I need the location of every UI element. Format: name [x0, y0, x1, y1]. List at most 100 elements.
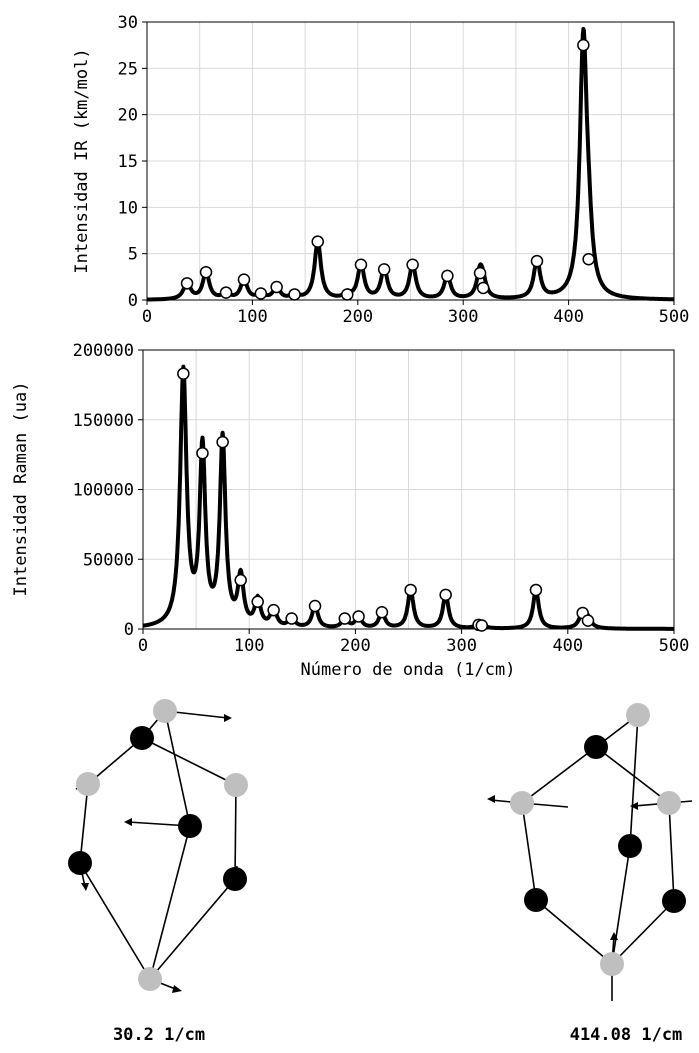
- atom-gray: [224, 773, 248, 797]
- y-tick-label: 150000: [73, 411, 134, 431]
- y-tick-label: 30: [118, 13, 138, 33]
- x-tick-label: 0: [138, 636, 148, 656]
- data-point: [375, 606, 389, 619]
- ir-spectrum-chart: 0 100 200 300 400 500 0 5 10 15 20 25 30 Intensidad …: [72, 13, 689, 327]
- y-tick-label: 50000: [83, 550, 134, 570]
- x-tick-label: 400: [553, 307, 584, 327]
- data-point: [196, 446, 209, 460]
- data-point: [285, 612, 298, 625]
- data-point: [270, 280, 283, 294]
- atom-black: [662, 889, 686, 913]
- data-point: [352, 610, 365, 623]
- data-point: [530, 254, 544, 268]
- ir-y-axis-label: Intensidad IR (km/mol): [72, 48, 92, 273]
- bond: [629, 714, 639, 847]
- arrowhead: [124, 818, 132, 826]
- y-tick-label: 100000: [73, 481, 134, 501]
- bond: [535, 899, 613, 965]
- bond: [149, 825, 191, 980]
- atom-gray: [153, 699, 177, 723]
- y-tick-label: 10: [118, 198, 138, 218]
- arrowhead: [224, 714, 232, 722]
- bond: [149, 878, 236, 980]
- data-point: [404, 583, 417, 597]
- data-point: [577, 38, 590, 52]
- data-point: [582, 252, 595, 266]
- bond: [79, 783, 89, 864]
- x-tick-label: 100: [234, 636, 265, 656]
- data-point: [581, 614, 595, 627]
- bond: [595, 746, 670, 804]
- data-point: [267, 603, 280, 617]
- mode-structure-right: 414.08 1/cm: [487, 703, 693, 1045]
- x-tick-label: 0: [142, 307, 152, 327]
- data-point: [199, 265, 213, 279]
- data-point: [406, 258, 419, 272]
- y-tick-label: 0: [124, 620, 134, 640]
- arrowhead: [487, 795, 495, 803]
- x-tick-label: 500: [659, 307, 690, 327]
- x-tick-label: 500: [659, 636, 690, 656]
- arrowhead: [81, 883, 89, 891]
- x-tick-label: 400: [552, 636, 583, 656]
- data-point: [216, 435, 229, 449]
- data-point: [476, 281, 490, 295]
- mode-frequency-right: 414.08 1/cm: [570, 1025, 683, 1045]
- y-tick-label: 200000: [73, 341, 134, 361]
- x-tick-label: 200: [340, 636, 371, 656]
- atom-gray: [657, 791, 681, 815]
- data-point: [219, 286, 233, 299]
- data-point: [338, 612, 352, 625]
- atom-gray: [76, 772, 100, 796]
- y-tick-label: 25: [118, 59, 138, 79]
- data-point: [254, 287, 268, 300]
- ir-spectrum-line: [145, 26, 676, 302]
- data-point: [251, 595, 264, 609]
- data-point: [529, 583, 543, 597]
- atom-black: [618, 834, 642, 858]
- y-tick-label: 20: [118, 106, 138, 126]
- bond: [521, 746, 597, 804]
- data-point: [473, 266, 487, 280]
- raman-spectrum-chart: 0 100 200 300 400 500 0 50000 100000 150000 200000…: [11, 341, 689, 680]
- atom-black: [223, 867, 247, 891]
- atom-black: [524, 888, 548, 912]
- arrowhead: [610, 932, 618, 940]
- data-point: [311, 235, 324, 248]
- data-point: [177, 367, 190, 380]
- data-point: [354, 258, 368, 272]
- atom-black: [178, 814, 202, 838]
- x-tick-label: 200: [342, 307, 373, 327]
- data-point: [341, 288, 354, 301]
- bond: [611, 845, 631, 965]
- bond: [521, 802, 537, 901]
- y-tick-label: 5: [128, 245, 138, 265]
- y-tick-label: 0: [128, 291, 138, 311]
- bond: [611, 900, 675, 965]
- mode-structure-left: 30.2 1/cm: [68, 699, 248, 1045]
- atom-gray: [626, 703, 650, 727]
- mode-frequency-left: 30.2 1/cm: [113, 1025, 205, 1045]
- data-point: [180, 277, 194, 290]
- x-tick-label: 100: [237, 307, 268, 327]
- data-point: [377, 263, 391, 276]
- bond: [164, 710, 191, 827]
- atom-black: [68, 851, 92, 875]
- x-axis-label: Número de onda (1/cm): [301, 660, 516, 680]
- data-point: [308, 599, 322, 613]
- atom-black: [584, 735, 608, 759]
- x-tick-label: 300: [448, 307, 479, 327]
- atom-gray: [138, 967, 162, 991]
- x-tick-label: 300: [446, 636, 477, 656]
- arrowhead: [630, 802, 638, 810]
- raman-y-axis-label: Intensidad Raman (ua): [11, 382, 31, 597]
- arrowhead: [172, 985, 182, 993]
- y-tick-label: 15: [118, 152, 138, 172]
- bond: [668, 802, 675, 902]
- data-point: [234, 573, 247, 587]
- bond: [79, 862, 151, 980]
- data-point: [441, 269, 454, 283]
- atom-black: [130, 726, 154, 750]
- data-point: [439, 588, 452, 602]
